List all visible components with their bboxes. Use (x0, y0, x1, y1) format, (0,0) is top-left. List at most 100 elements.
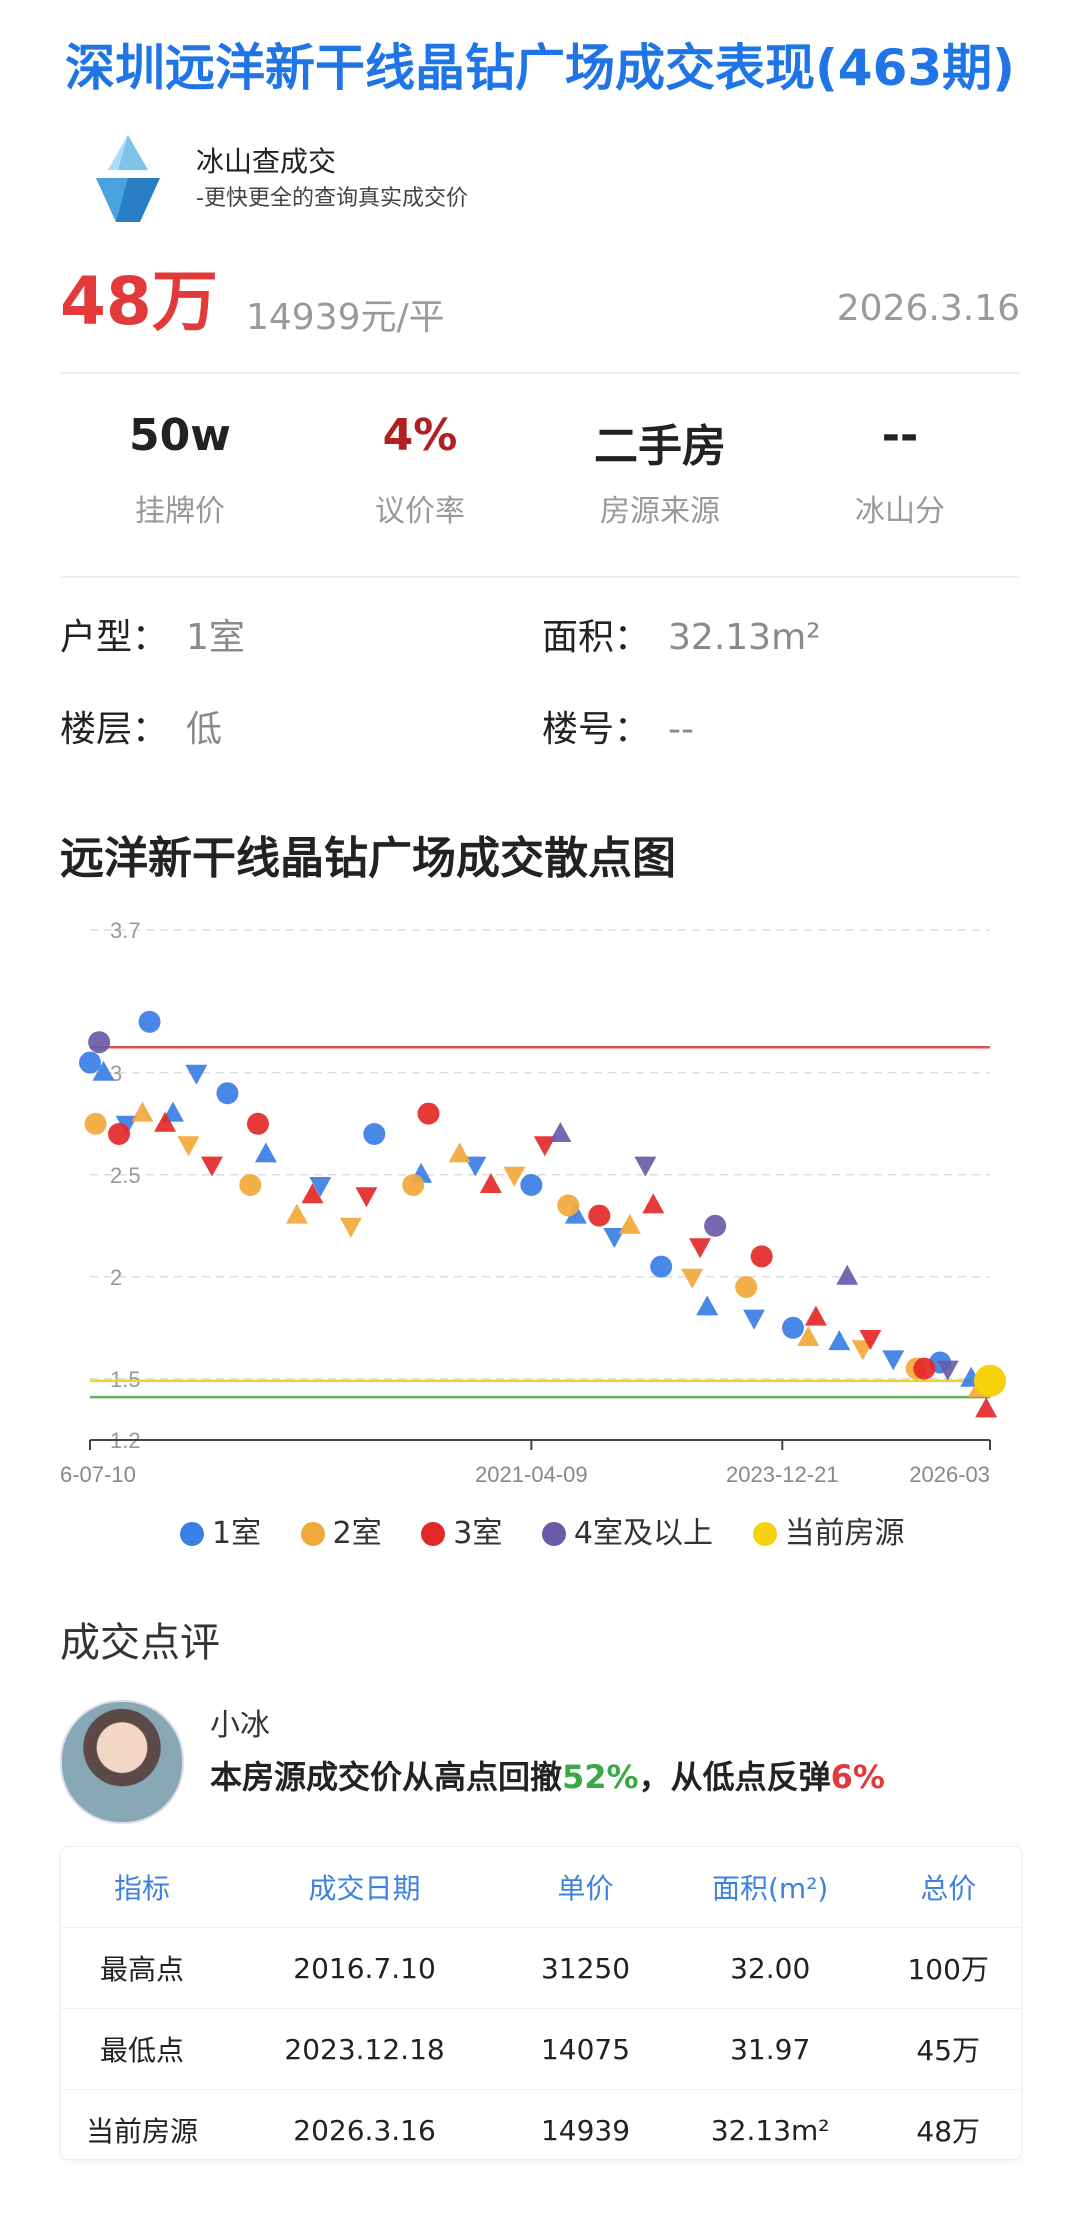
brand-tagline: -更快更全的查询真实成交价 (196, 186, 468, 211)
stat-label: 房源来源 (600, 494, 720, 529)
table-cell: 最高点 (61, 1927, 223, 2009)
data-point (254, 1142, 277, 1163)
table-header: 总价 (920, 1872, 977, 1905)
data-point (88, 1031, 111, 1054)
data-point (882, 1350, 905, 1371)
review-text-mid: ，从低点反弹 (638, 1758, 831, 1796)
data-point (154, 1111, 177, 1132)
data-point (339, 1217, 362, 1238)
data-point (743, 1309, 766, 1330)
table-header: 面积(m²) (712, 1872, 829, 1905)
data-point (355, 1187, 378, 1208)
data-point (750, 1245, 773, 1268)
review-section-title: 成交点评 (60, 1620, 220, 1666)
detail-label: 面积： (542, 617, 651, 658)
data-point (634, 1156, 657, 1177)
x-tick-label: 2021-04-09 (475, 1462, 588, 1487)
divider (60, 372, 1020, 374)
detail-label: 楼层： (60, 709, 169, 750)
legend-item-current-listing[interactable]: 当前房源 (752, 1508, 905, 1552)
table-header: 单价 (557, 1872, 614, 1905)
y-tick-label: 1.5 (110, 1367, 141, 1392)
legend-item-1-room[interactable]: 1室 (180, 1508, 261, 1552)
data-point (828, 1330, 851, 1351)
reviewer-avatar (60, 1700, 184, 1824)
detail-value: 1室 (186, 617, 245, 658)
stat-iceberg-score: -- 冰山分 (780, 410, 1020, 530)
data-point (131, 1101, 154, 1122)
data-point (704, 1214, 727, 1237)
table-cell: 32.00 (664, 1927, 876, 2009)
y-tick-label: 2.5 (110, 1163, 141, 1188)
legend-dot-icon (541, 1522, 566, 1546)
chart-title: 远洋新干线晶钻广场成交散点图 (60, 833, 676, 884)
detail-value: -- (668, 709, 694, 750)
data-point (557, 1194, 580, 1217)
table-cell: 100万 (875, 1927, 1021, 2009)
detail-room-type: 户型： 1室 (60, 608, 245, 660)
data-point (797, 1326, 820, 1346)
price-stats-table: 指标 成交日期 单价 面积(m²) 总价 最高点 2016.7.10 31250… (60, 1846, 1022, 2170)
table-cell: 当前房源 (61, 2089, 223, 2170)
iceberg-logo-icon (96, 135, 160, 222)
table-header-row: 指标 成交日期 单价 面积(m²) 总价 (61, 1847, 1021, 1928)
data-point (781, 1316, 804, 1339)
detail-value: 低 (186, 709, 223, 750)
legend-label: 2室 (332, 1516, 382, 1551)
table-row: 当前房源 2026.3.16 14939 32.13m² 48万 (61, 2089, 1021, 2170)
table-cell: 31.97 (664, 2008, 876, 2090)
table-cell: 最低点 (61, 2008, 223, 2090)
data-point (836, 1264, 859, 1285)
stat-value: -- (881, 410, 919, 461)
review-text: 本房源成交价从高点回撤52%，从低点反弹6% (210, 1752, 885, 1798)
data-point (618, 1213, 641, 1234)
data-point (520, 1174, 543, 1196)
table-cell: 14075 (506, 2008, 665, 2090)
stat-value: 二手房 (594, 421, 726, 472)
stat-listing-price: 50w 挂牌价 (60, 410, 300, 530)
table-cell: 2016.7.10 (223, 1927, 507, 2009)
y-tick-label: 3.7 (110, 918, 141, 943)
data-point (503, 1166, 526, 1187)
stat-label: 议价率 (375, 494, 465, 529)
stat-source: 二手房 房源来源 (540, 410, 780, 530)
legend-label: 当前房源 (784, 1516, 905, 1551)
data-point (681, 1268, 704, 1289)
data-point (689, 1238, 712, 1259)
legend-label: 4室及以上 (573, 1516, 714, 1551)
table-header: 成交日期 (308, 1872, 421, 1905)
detail-building: 楼号： -- (542, 700, 694, 752)
detail-value: 32.13m² (668, 617, 821, 658)
data-point (417, 1102, 440, 1125)
data-point (549, 1122, 572, 1142)
stat-label: 冰山分 (855, 494, 945, 529)
review-rebound-pct: 6% (830, 1758, 885, 1796)
legend-item-4-plus-room[interactable]: 4室及以上 (541, 1508, 714, 1552)
x-tick-label: 6-07-10 (60, 1462, 136, 1487)
data-point (402, 1174, 425, 1196)
data-point (804, 1305, 827, 1326)
stat-value: 50w (129, 410, 231, 461)
chart-legend: 1室 2室 3室 4室及以上 当前房源 (180, 1508, 935, 1552)
data-point (108, 1123, 131, 1145)
legend-item-3-room[interactable]: 3室 (421, 1508, 502, 1552)
data-point (309, 1177, 332, 1197)
legend-item-2-room[interactable]: 2室 (300, 1508, 382, 1552)
table-row: 最高点 2016.7.10 31250 32.00 100万 (61, 1927, 1021, 2009)
legend-label: 1室 (212, 1516, 262, 1551)
table-cell: 14939 (506, 2089, 665, 2170)
data-point (185, 1064, 208, 1085)
legend-dot-icon (421, 1522, 446, 1546)
stat-label: 挂牌价 (135, 494, 225, 529)
legend-dot-icon (300, 1522, 325, 1546)
review-text-prefix: 本房源成交价从高点回撤 (210, 1758, 563, 1796)
data-point (216, 1082, 239, 1105)
data-point (200, 1156, 223, 1177)
y-tick-label: 3 (110, 1061, 122, 1086)
total-price: 48万 (60, 263, 218, 340)
detail-area: 面积： 32.13m² (542, 608, 821, 660)
listing-date: 2026.3.16 (836, 288, 1020, 329)
brand-name: 冰山查成交 (196, 145, 337, 178)
data-point (246, 1112, 269, 1135)
table-row: 最低点 2023.12.18 14075 31.97 45万 (61, 2008, 1021, 2090)
